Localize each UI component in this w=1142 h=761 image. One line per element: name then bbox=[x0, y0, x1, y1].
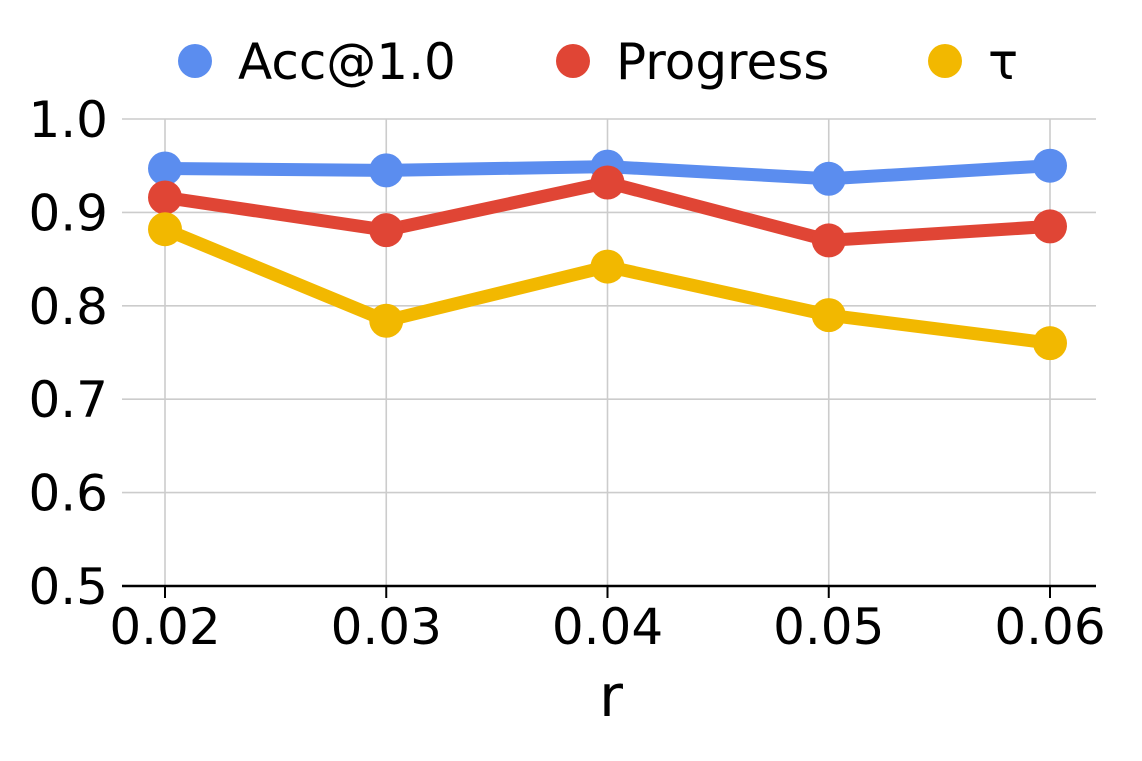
legend-marker bbox=[556, 44, 590, 78]
y-tick-label: 1.0 bbox=[28, 91, 108, 149]
data-point bbox=[1033, 326, 1067, 361]
tick-labels: 1.0 0.9 0.8 0.7 0.6 0.50.02 0.03 0.04 0.05 0.06 bbox=[28, 91, 1105, 656]
axes bbox=[122, 584, 1096, 598]
data-point bbox=[811, 223, 846, 258]
y-tick-label: 0.8 bbox=[28, 278, 108, 336]
y-tick-label: 0.7 bbox=[28, 371, 108, 429]
x-axis-label: r bbox=[599, 662, 623, 730]
x-tick-label: 0.04 bbox=[552, 598, 663, 656]
x-tick-label: 0.03 bbox=[331, 598, 442, 656]
legend-label: τ bbox=[988, 33, 1018, 91]
data-point bbox=[590, 165, 625, 200]
legend-item-1: Progress bbox=[556, 33, 829, 91]
legend-label: Acc@1.0 bbox=[238, 33, 456, 91]
data-point bbox=[811, 298, 846, 333]
legend: Acc@1.0 Progress τ bbox=[178, 33, 1018, 91]
data-point bbox=[811, 161, 846, 196]
legend-marker bbox=[178, 44, 212, 78]
data-point bbox=[1033, 148, 1067, 183]
series-layer bbox=[148, 148, 1067, 361]
legend-item-0: Acc@1.0 bbox=[178, 33, 456, 91]
data-point bbox=[148, 212, 182, 247]
legend-label: Progress bbox=[616, 33, 829, 91]
data-point bbox=[148, 180, 182, 215]
legend-marker bbox=[928, 44, 962, 78]
x-tick-label: 0.05 bbox=[773, 598, 884, 656]
legend-item-2: τ bbox=[928, 33, 1018, 91]
data-point bbox=[1033, 209, 1067, 244]
data-point bbox=[369, 213, 404, 248]
data-point bbox=[369, 153, 404, 188]
data-point bbox=[590, 249, 625, 284]
y-tick-label: 0.6 bbox=[28, 465, 108, 523]
data-point bbox=[148, 151, 182, 186]
y-tick-label: 0.9 bbox=[28, 184, 108, 242]
data-point bbox=[369, 303, 404, 338]
x-tick-label: 0.06 bbox=[994, 598, 1105, 656]
x-tick-label: 0.02 bbox=[109, 598, 220, 656]
y-tick-label: 0.5 bbox=[28, 558, 108, 616]
